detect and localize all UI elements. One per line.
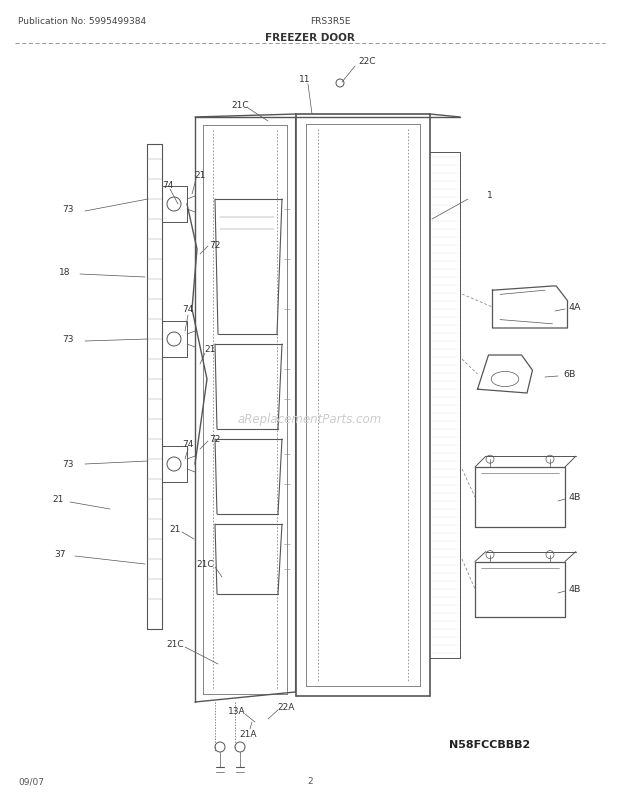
Text: 1: 1 xyxy=(487,190,493,199)
Text: Publication No: 5995499384: Publication No: 5995499384 xyxy=(18,18,146,26)
Text: 21A: 21A xyxy=(239,730,257,739)
Text: 21: 21 xyxy=(205,345,216,354)
Text: 6B: 6B xyxy=(564,370,576,379)
Text: 13A: 13A xyxy=(228,707,246,715)
Text: 18: 18 xyxy=(60,268,71,277)
Text: 21C: 21C xyxy=(166,640,184,649)
Text: 37: 37 xyxy=(55,550,66,559)
Text: 22A: 22A xyxy=(277,703,294,711)
Text: FREEZER DOOR: FREEZER DOOR xyxy=(265,33,355,43)
Text: 73: 73 xyxy=(62,460,74,469)
Text: 74: 74 xyxy=(182,305,193,314)
Text: 21C: 21C xyxy=(196,560,214,569)
Text: 4B: 4B xyxy=(569,585,581,593)
Text: N58FCCBBB2: N58FCCBBB2 xyxy=(450,739,531,749)
Text: 11: 11 xyxy=(299,75,311,84)
Text: 21: 21 xyxy=(169,525,180,534)
Text: aReplacementParts.com: aReplacementParts.com xyxy=(238,413,382,426)
Text: 72: 72 xyxy=(210,241,221,249)
Text: 21: 21 xyxy=(52,495,64,504)
Text: FRS3R5E: FRS3R5E xyxy=(310,18,350,26)
Text: 09/07: 09/07 xyxy=(18,776,44,785)
Text: 73: 73 xyxy=(62,205,74,214)
Text: 4A: 4A xyxy=(569,303,582,312)
Text: 21C: 21C xyxy=(231,100,249,109)
Text: 73: 73 xyxy=(62,335,74,344)
Text: 4B: 4B xyxy=(569,493,581,502)
Text: 2: 2 xyxy=(307,776,313,785)
Text: 22C: 22C xyxy=(358,58,376,67)
Text: 74: 74 xyxy=(162,180,174,189)
Text: 21: 21 xyxy=(194,170,206,180)
Text: 74: 74 xyxy=(182,440,193,449)
Text: 72: 72 xyxy=(210,435,221,444)
